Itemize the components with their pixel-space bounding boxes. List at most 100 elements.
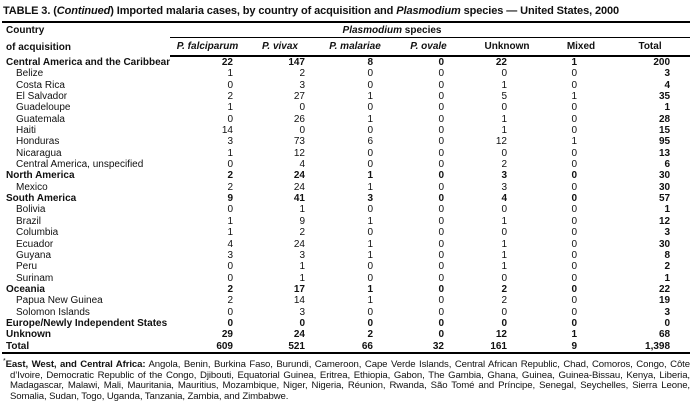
value-cell: 0 <box>571 147 577 159</box>
value-cell: 1 <box>367 113 373 125</box>
value-cell: 0 <box>664 317 671 329</box>
column-header-unknown: Unknown <box>462 37 552 58</box>
country-cell: Belize <box>16 68 44 80</box>
value-cell: 0 <box>571 306 577 318</box>
value-cell: 1 <box>367 215 373 227</box>
table-row: Ecuador 4 24 1 0 1 0 30 <box>2 239 690 250</box>
column-header-mixed: Mixed <box>552 37 610 58</box>
value-cell: 1 <box>664 272 671 284</box>
value-cell: 28 <box>658 113 671 125</box>
table-row: El Salvador 2 27 1 0 5 1 35 <box>2 91 690 102</box>
value-cell: 12 <box>293 147 305 159</box>
table-row: Mexico 2 24 1 0 3 0 30 <box>2 182 690 193</box>
value-cell: 0 <box>571 170 577 182</box>
table-row: Oceania 2 17 1 0 2 0 22 <box>2 284 690 295</box>
value-cell: 35 <box>658 91 671 103</box>
value-cell: 1 <box>299 204 305 216</box>
country-header-line1: Country <box>6 25 45 36</box>
value-cell: 24 <box>293 329 305 341</box>
value-cell: 1 <box>571 136 577 148</box>
value-cell: 0 <box>299 125 305 137</box>
table-row: South America 9 41 3 0 4 0 57 <box>2 193 690 204</box>
value-cell: 161 <box>490 340 507 352</box>
value-cell: 1 <box>664 204 671 216</box>
value-cell: 0 <box>571 317 577 329</box>
spanner-italic-word: Plasmodium <box>342 25 403 37</box>
value-cell: 30 <box>658 170 671 182</box>
value-cell: 2 <box>227 283 233 295</box>
table-row: Papua New Guinea 2 14 1 0 2 0 19 <box>2 295 690 306</box>
value-cell: 12 <box>495 136 507 148</box>
value-cell: 0 <box>438 57 444 68</box>
country-cell: Oceania <box>6 283 45 295</box>
value-cell: 4 <box>299 159 305 171</box>
value-cell: 6 <box>664 159 671 171</box>
value-cell: 1 <box>501 238 507 250</box>
value-cell: 0 <box>438 329 444 341</box>
value-cell: 0 <box>571 68 577 80</box>
country-cell: Solomon Islands <box>16 306 90 318</box>
value-cell: 1 <box>367 170 373 182</box>
value-cell: 2 <box>227 295 233 307</box>
value-cell: 1 <box>501 261 507 273</box>
value-cell: 0 <box>227 113 233 125</box>
value-cell: 24 <box>293 181 305 193</box>
value-cell: 0 <box>438 272 444 284</box>
country-cell: Brazil <box>16 215 42 227</box>
country-cell: Central America and the Caribbean <box>6 56 170 68</box>
table-row: North America 2 24 1 0 3 0 30 <box>2 170 690 181</box>
value-cell: 4 <box>501 193 507 205</box>
value-cell: 2 <box>501 283 507 295</box>
table-row: Guyana 3 3 1 0 1 0 8 <box>2 250 690 261</box>
title-suffix: species — United States, 2000 <box>460 5 620 17</box>
value-cell: 3 <box>664 306 671 318</box>
value-cell: 0 <box>438 295 444 307</box>
value-cell: 8 <box>367 57 373 68</box>
value-cell: 41 <box>293 193 305 205</box>
value-cell: 2 <box>227 91 233 103</box>
value-cell: 0 <box>571 261 577 273</box>
value-cell: 1 <box>501 113 507 125</box>
value-cell: 0 <box>227 204 233 216</box>
country-cell: Surinam <box>16 272 54 284</box>
value-cell: 66 <box>361 340 373 352</box>
value-cell: 8 <box>664 249 671 261</box>
value-cell: 0 <box>227 79 233 91</box>
value-cell: 1 <box>299 272 305 284</box>
value-cell: 0 <box>438 91 444 103</box>
value-cell: 1 <box>227 102 233 114</box>
value-cell: 0 <box>571 125 577 137</box>
country-cell: Papua New Guinea <box>16 295 103 307</box>
country-cell: Guatemala <box>16 113 65 125</box>
table-row: Surinam 0 1 0 0 0 0 1 <box>2 273 690 284</box>
value-cell: 0 <box>571 295 577 307</box>
value-cell: 0 <box>299 102 305 114</box>
value-cell: 0 <box>571 238 577 250</box>
value-cell: 1 <box>299 261 305 273</box>
value-cell: 0 <box>501 102 507 114</box>
value-cell: 3 <box>501 170 507 182</box>
table-row: Unknown 29 24 2 0 12 1 68 <box>2 329 690 340</box>
table-row: Central America, unspecified 0 4 0 0 2 0 6 <box>2 159 690 170</box>
value-cell: 0 <box>367 204 373 216</box>
value-cell: 0 <box>367 147 373 159</box>
value-cell: 0 <box>367 68 373 80</box>
value-cell: 0 <box>438 215 444 227</box>
country-cell: Columbia <box>16 227 59 239</box>
value-cell: 1 <box>571 57 577 68</box>
value-cell: 9 <box>227 193 233 205</box>
value-cell: 0 <box>367 159 373 171</box>
value-cell: 0 <box>367 261 373 273</box>
value-cell: 2 <box>299 68 305 80</box>
value-cell: 0 <box>299 317 305 329</box>
footnote-label: East, West, and Central Africa: <box>5 359 146 371</box>
value-cell: 0 <box>438 227 444 239</box>
value-cell: 1 <box>501 125 507 137</box>
plasmodium-species-spanner: Plasmodium species <box>170 23 691 39</box>
value-cell: 12 <box>495 329 507 341</box>
value-cell: 30 <box>658 181 671 193</box>
value-cell: 0 <box>438 102 444 114</box>
value-cell: 0 <box>571 215 577 227</box>
value-cell: 609 <box>216 340 233 352</box>
